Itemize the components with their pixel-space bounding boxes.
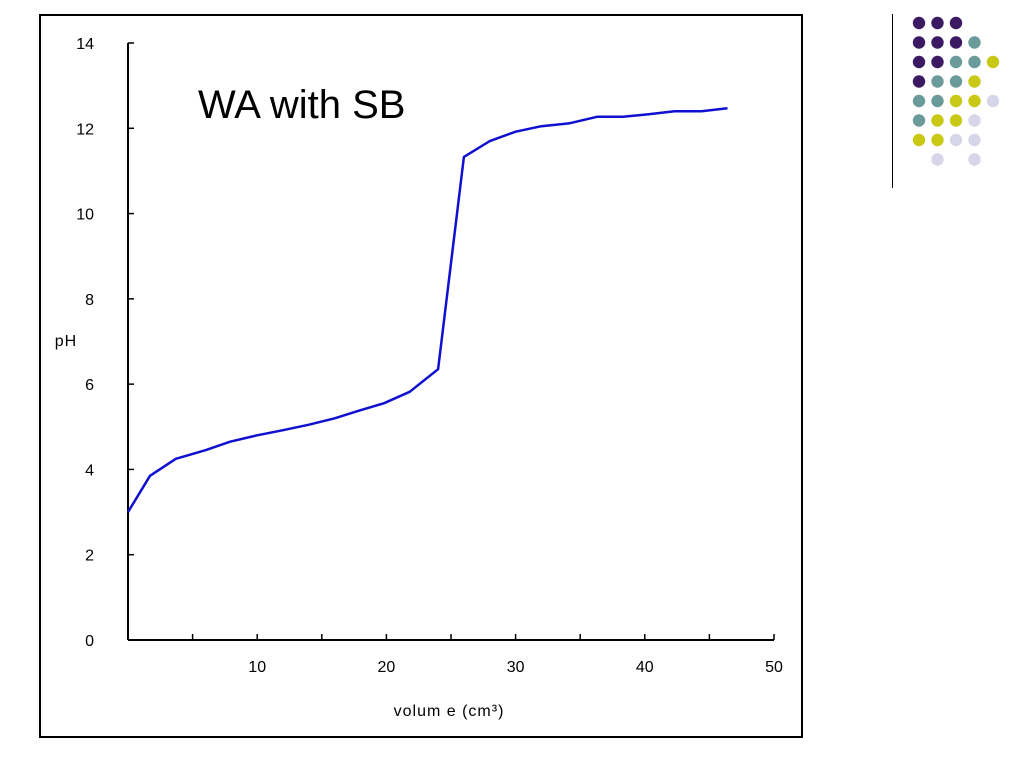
- x-tick-label: 50: [765, 659, 783, 676]
- decorative-dot: [968, 55, 981, 69]
- decorative-dot: [931, 133, 944, 147]
- y-tick-label: 8: [85, 292, 94, 309]
- chart-frame: [39, 14, 803, 738]
- decorative-dot: [912, 114, 926, 127]
- y-tick-label: 6: [85, 377, 94, 394]
- chart-title: WA with SB: [198, 83, 405, 127]
- decorative-dot: [931, 114, 944, 127]
- y-tick-label: 12: [76, 121, 94, 138]
- decorative-dot: [949, 36, 963, 49]
- decorative-divider-line: [892, 14, 893, 188]
- decorative-dot: [912, 36, 926, 49]
- x-tick-label: 20: [378, 659, 396, 676]
- y-axis-title: pH: [55, 333, 77, 350]
- decorative-dot: [986, 94, 1000, 108]
- y-tick-label: 2: [85, 548, 94, 565]
- y-tick-label: 4: [85, 462, 94, 479]
- decorative-dot: [931, 16, 944, 30]
- decorative-dot: [931, 36, 944, 49]
- decorative-dot: [968, 114, 981, 127]
- ph-curve-line: [126, 106, 728, 513]
- decorative-dot: [949, 114, 963, 127]
- y-tick-label: 0: [85, 633, 94, 650]
- decorative-dot: [912, 133, 926, 147]
- decorative-dot: [931, 55, 944, 69]
- y-tick-label: 14: [76, 36, 94, 53]
- decorative-dot: [968, 153, 981, 166]
- decorative-dot: [931, 153, 944, 166]
- x-axis-title: volum e (cm³): [394, 703, 505, 720]
- decorative-dot: [986, 55, 1000, 69]
- decorative-dot: [968, 36, 981, 49]
- x-tick-label: 30: [507, 659, 525, 676]
- x-tick-label: 10: [248, 659, 266, 676]
- decorative-dot: [912, 16, 926, 30]
- decorative-dot: [968, 133, 981, 147]
- decorative-dot: [949, 75, 963, 88]
- decorative-dot: [968, 75, 981, 88]
- decorative-dot: [912, 55, 926, 69]
- decorative-dot: [949, 16, 963, 30]
- decorative-dot: [931, 75, 944, 88]
- decorative-dot: [931, 94, 944, 108]
- decorative-dot: [949, 133, 963, 147]
- decorative-dot: [968, 94, 981, 108]
- decorative-dot: [949, 94, 963, 108]
- decorative-dot: [912, 94, 926, 108]
- x-tick-label: 40: [636, 659, 654, 676]
- decorative-dot: [949, 55, 963, 69]
- decorative-dot: [912, 75, 926, 88]
- decorative-dot-grid: [912, 16, 1000, 166]
- y-tick-label: 10: [76, 207, 94, 224]
